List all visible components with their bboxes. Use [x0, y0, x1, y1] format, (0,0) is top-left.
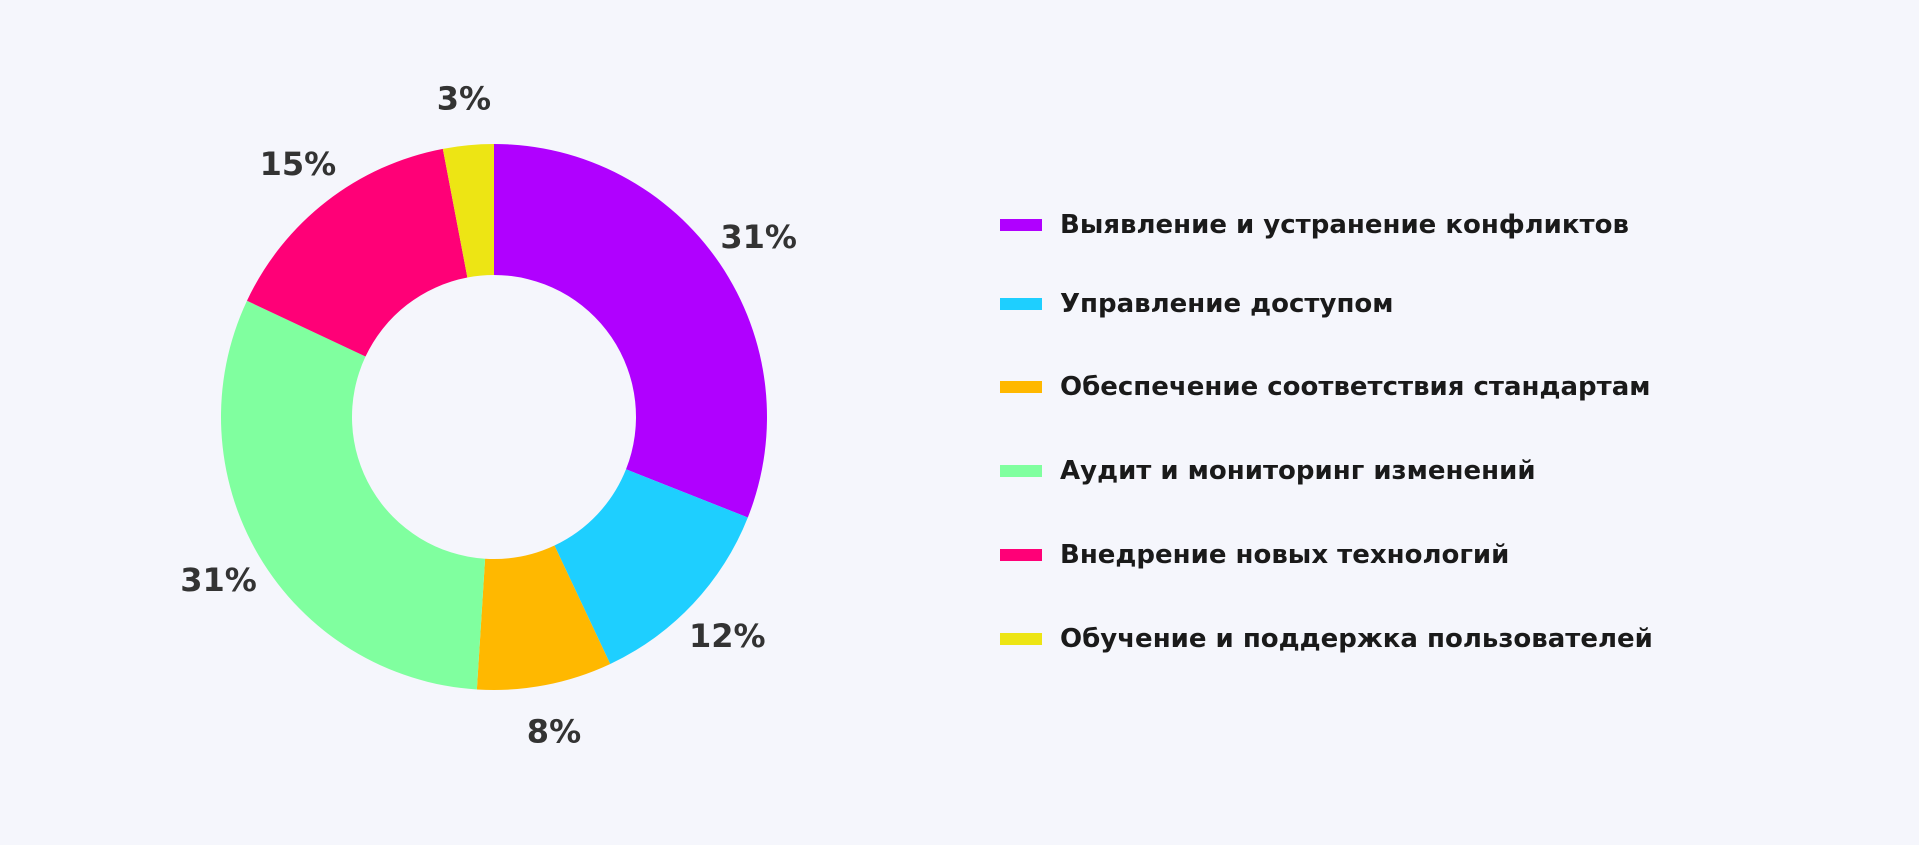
legend-item-compliance: Обеспечение соответствия стандартам: [1000, 367, 1651, 407]
legend-label: Внедрение новых технологий: [1060, 540, 1510, 570]
slice-label-0: 31%: [720, 218, 797, 256]
legend-swatch: [1000, 465, 1042, 477]
slice-4: [246, 148, 468, 357]
slice-0: [494, 144, 767, 518]
legend-item-conflicts: Выявление и устранение конфликтов: [1000, 205, 1629, 245]
legend-label: Обеспечение соответствия стандартам: [1060, 372, 1651, 402]
slice-value-labels: 31% 12% 8% 31% 15% 3%: [180, 79, 797, 750]
legend-item-new-tech: Внедрение новых технологий: [1000, 535, 1509, 575]
slice-label-4: 15%: [260, 145, 337, 183]
legend-label: Обучение и поддержка пользователей: [1060, 624, 1653, 654]
slice-1: [554, 469, 748, 665]
legend-swatch: [1000, 298, 1042, 310]
slice-label-3: 31%: [180, 561, 257, 599]
legend-label: Выявление и устранение конфликтов: [1060, 210, 1629, 240]
legend-item-audit: Аудит и мониторинг изменений: [1000, 451, 1536, 491]
chart-legend: Выявление и устранение конфликтов Управл…: [1000, 0, 1900, 845]
slice-5: [442, 144, 494, 278]
legend-swatch: [1000, 633, 1042, 645]
legend-item-training: Обучение и поддержка пользователей: [1000, 619, 1653, 659]
slice-label-5: 3%: [437, 79, 491, 117]
legend-swatch: [1000, 219, 1042, 231]
donut-chart: 31% 12% 8% 31% 15% 3%: [180, 79, 797, 750]
legend-label: Управление доступом: [1060, 289, 1394, 319]
donut-slices: [220, 144, 767, 691]
legend-item-access: Управление доступом: [1000, 284, 1394, 324]
legend-swatch: [1000, 549, 1042, 561]
slice-label-1: 12%: [689, 617, 766, 655]
slice-label-2: 8%: [527, 712, 581, 750]
legend-label: Аудит и мониторинг изменений: [1060, 456, 1536, 486]
slice-2: [476, 545, 611, 691]
legend-swatch: [1000, 381, 1042, 393]
slice-3: [220, 300, 486, 690]
